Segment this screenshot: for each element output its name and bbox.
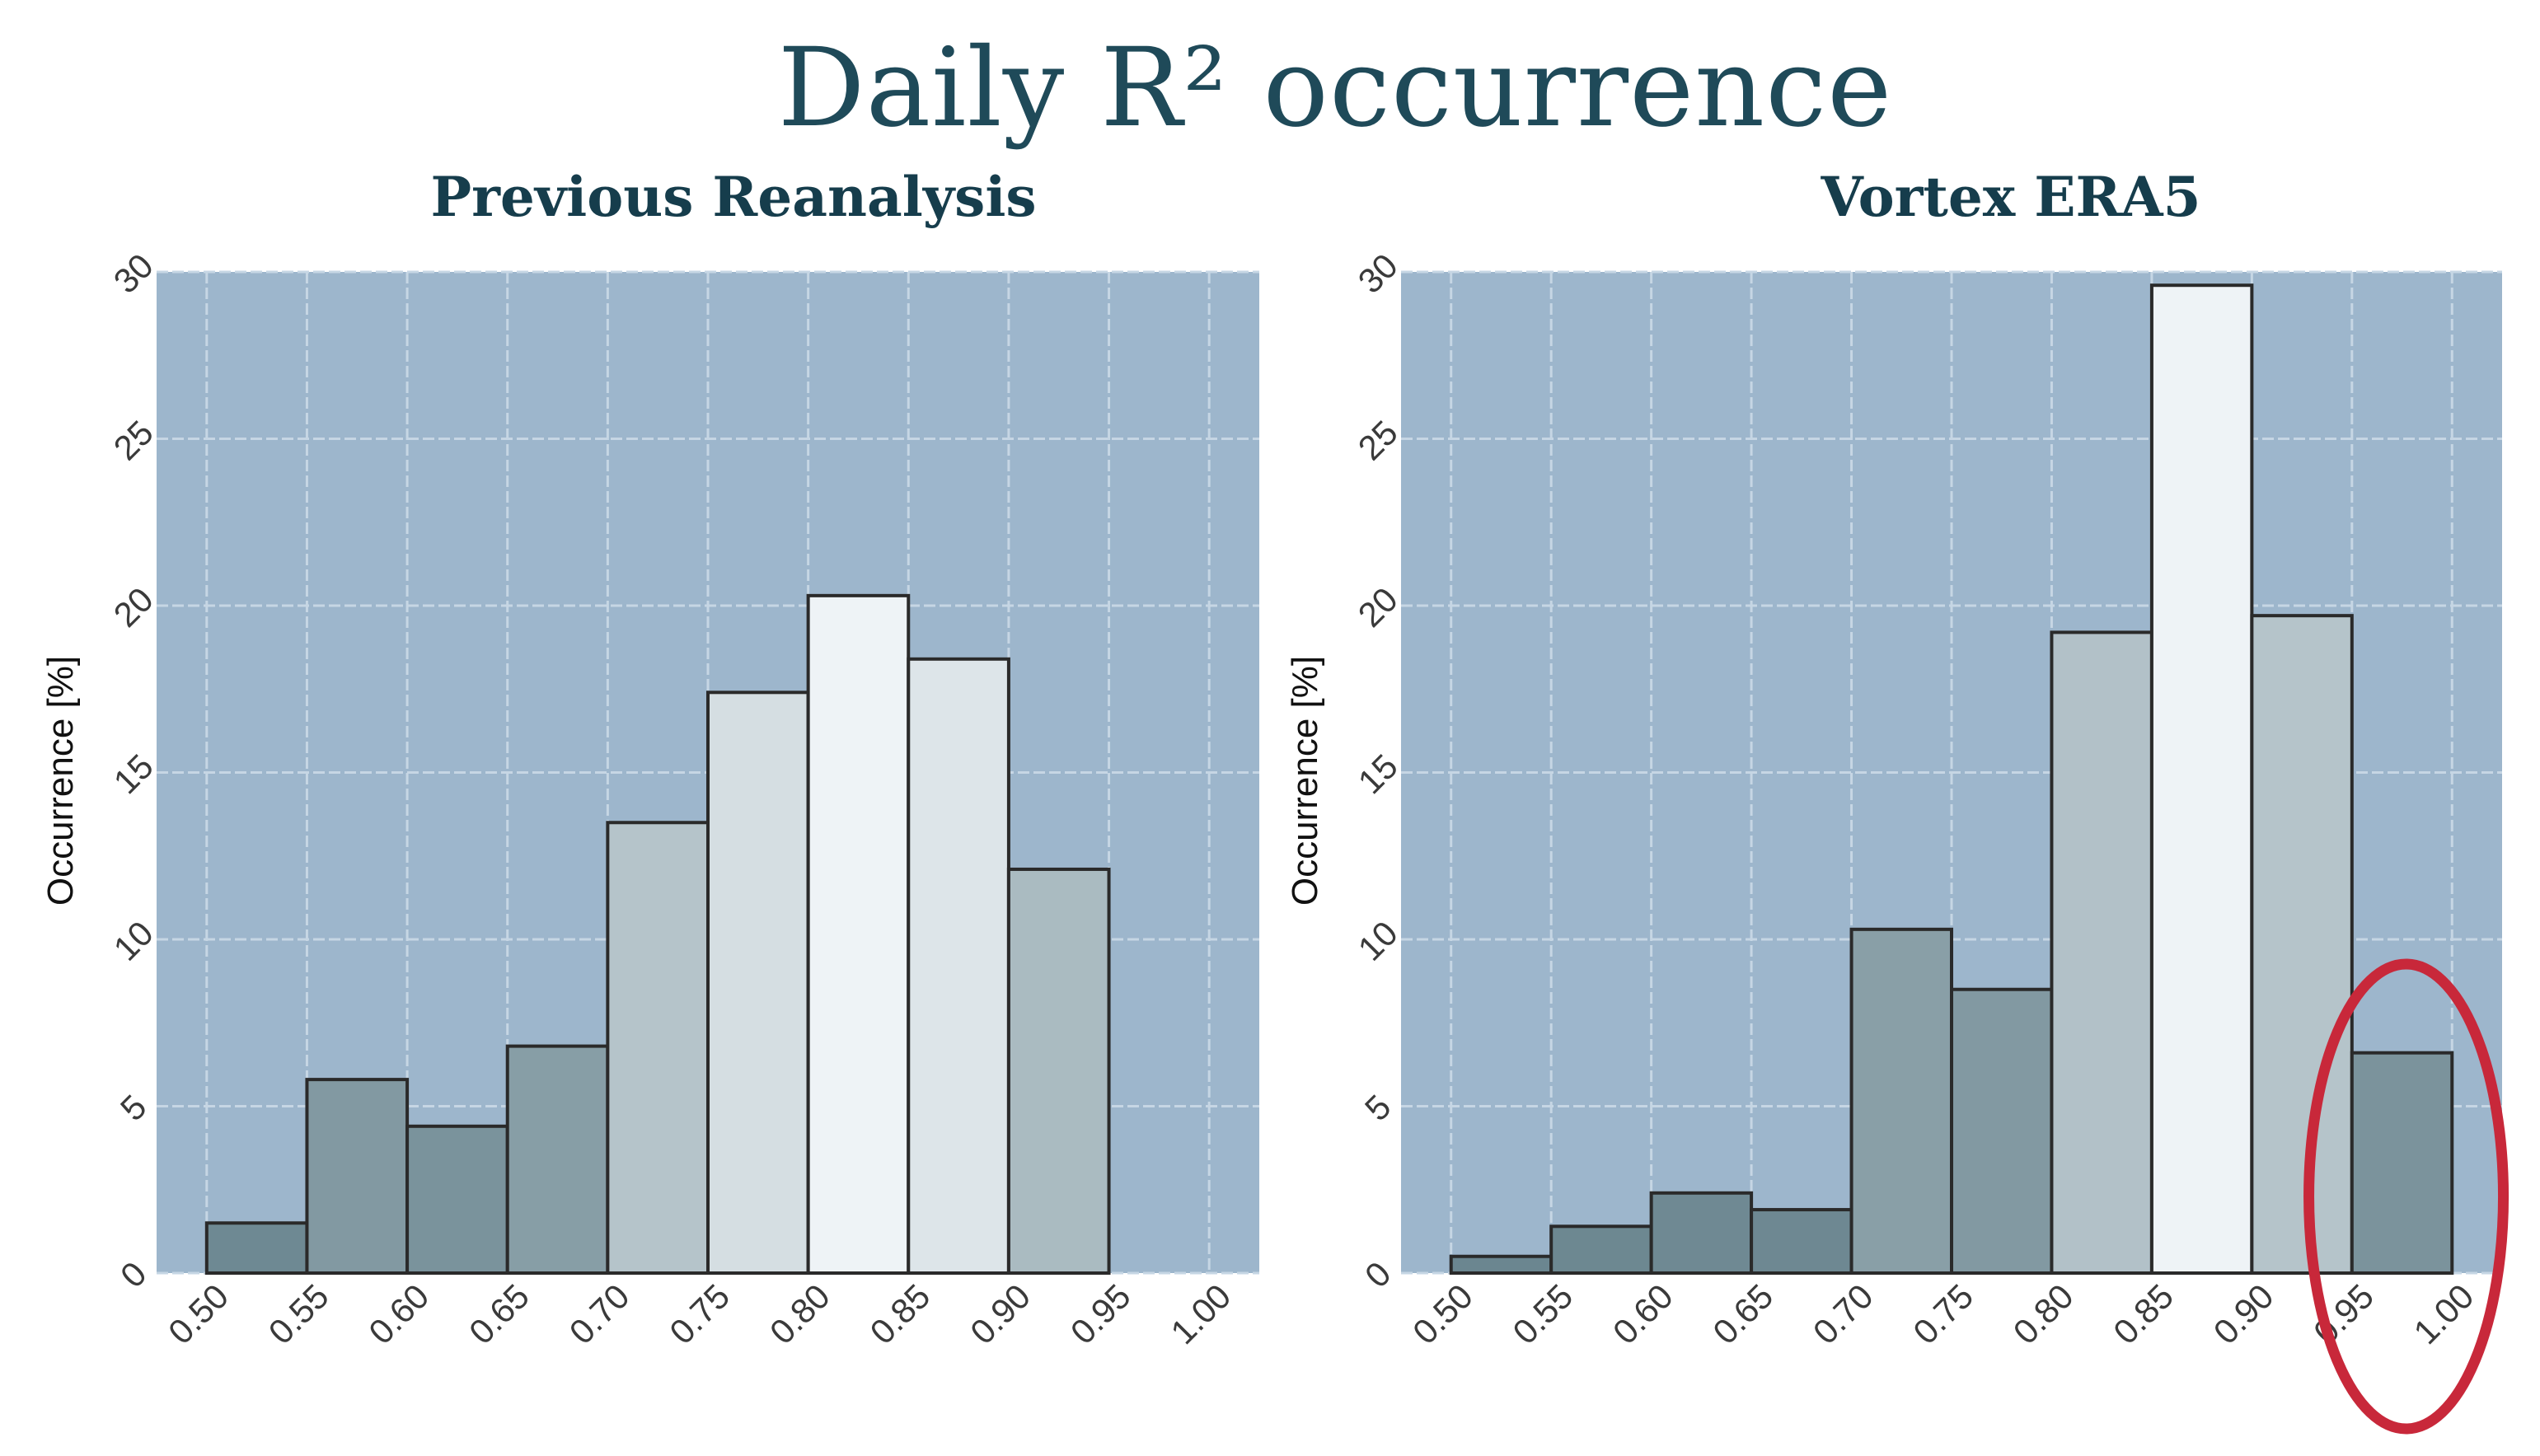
x-tick-label: 0.55: [261, 1276, 336, 1351]
histogram-bar: [2149, 283, 2254, 1276]
x-tick-label: 0.90: [2206, 1276, 2281, 1351]
histogram-bar: [1950, 987, 2054, 1275]
histogram-bar: [1849, 927, 1953, 1275]
y-tick-label: 20: [1351, 580, 1405, 634]
x-tick-label: 0.85: [862, 1276, 937, 1351]
x-tick-label: 0.70: [1806, 1276, 1881, 1351]
chart-vortex-era5: Vortex ERA5 0 5 10 15 20 25 30 0.50 0.55 0.60 0.65 0…: [1285, 165, 2510, 1435]
x-tick-label: 0.60: [361, 1276, 436, 1351]
histogram-bar: [1649, 1191, 1754, 1276]
histogram-bar: [505, 1044, 610, 1275]
histogram-bar: [405, 1124, 509, 1276]
x-tick-label: 0.60: [1605, 1276, 1680, 1351]
histogram-bar: [1006, 867, 1111, 1275]
histogram-bar: [2050, 630, 2153, 1275]
y-tick-label: 25: [1351, 413, 1405, 467]
histogram-bar: [204, 1221, 309, 1275]
histogram-bar: [305, 1078, 410, 1275]
page-title: Daily R² occurrence: [777, 25, 1893, 152]
histogram-bar: [2250, 614, 2354, 1275]
chart-title: Previous Reanalysis: [430, 165, 1036, 229]
y-tick-label: 10: [106, 914, 161, 968]
y-tick-label: 25: [106, 413, 161, 467]
y-tick-label: 15: [1351, 747, 1405, 801]
x-tick-label: 0.55: [1505, 1276, 1580, 1351]
y-tick-label: 5: [113, 1087, 154, 1128]
x-tick-label: 1.00: [2406, 1276, 2481, 1351]
x-tick-label: 0.75: [662, 1276, 737, 1351]
histogram-bar: [1449, 1254, 1554, 1275]
y-tick-label: 30: [106, 246, 161, 301]
chart-previous-reanalysis: Previous Reanalysis 0 5 10 15 20 25 30 0.50 0.55 0…: [40, 165, 1259, 1351]
x-tick-label: 0.80: [2006, 1276, 2081, 1351]
y-tick-label: 10: [1351, 914, 1405, 968]
histogram-bar: [2350, 1051, 2454, 1275]
y-axis-label: Occurrence [%]: [40, 656, 81, 906]
x-tick-label: 0.50: [161, 1276, 236, 1351]
y-tick-label: 15: [106, 747, 161, 801]
x-tick-label: 1.00: [1163, 1276, 1238, 1351]
x-tick-label: 0.70: [562, 1276, 637, 1351]
x-tick-label: 0.80: [762, 1276, 837, 1351]
histogram-bar: [907, 657, 1010, 1275]
x-tick-label: 0.85: [2106, 1276, 2181, 1351]
x-tick-label: 0.65: [1705, 1276, 1780, 1351]
y-tick-label: 0: [113, 1254, 154, 1295]
x-tick-label: 0.50: [1405, 1276, 1480, 1351]
y-tick-label: 30: [1351, 246, 1405, 301]
y-tick-label: 5: [1357, 1087, 1399, 1128]
x-tick-label: 0.65: [462, 1276, 537, 1351]
x-tick-label: 0.95: [1063, 1276, 1138, 1351]
histogram-bar: [706, 691, 810, 1275]
y-tick-label: 20: [106, 580, 161, 634]
histogram-bar: [1549, 1224, 1653, 1276]
histogram-bar: [806, 593, 911, 1275]
chart-title: Vortex ERA5: [1820, 165, 2200, 229]
x-tick-label: 0.75: [1905, 1276, 1980, 1351]
histogram-bar: [606, 821, 710, 1275]
y-axis-label: Occurrence [%]: [1285, 656, 1325, 906]
histogram-bar: [1750, 1208, 1853, 1276]
y-tick-label: 0: [1357, 1254, 1399, 1295]
x-tick-label: 0.90: [963, 1276, 1038, 1351]
highlight-ellipse: [2303, 958, 2510, 1435]
